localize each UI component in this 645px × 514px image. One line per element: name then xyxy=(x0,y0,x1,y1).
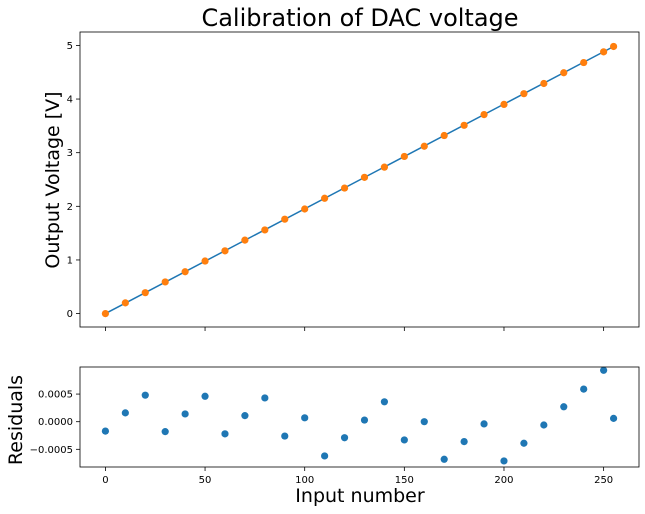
residuals-data-point xyxy=(460,437,468,446)
calibration-data-point xyxy=(500,100,508,109)
calibration-data-point xyxy=(440,131,448,140)
residuals-data-point xyxy=(301,414,309,422)
calibration-data-point xyxy=(301,205,309,213)
residuals-data-point xyxy=(560,403,568,411)
calibration-data-point xyxy=(420,142,428,150)
calibration-data-point xyxy=(101,309,110,318)
residuals-data-point xyxy=(440,455,448,463)
calibration-fit-line xyxy=(105,45,614,315)
calibration-data-point xyxy=(161,278,169,286)
residuals-x-tick-label: 250 xyxy=(594,475,613,486)
residuals-y-tick-label: 0.0005 xyxy=(38,390,73,401)
calibration-data-point xyxy=(580,58,588,67)
residuals-data-point xyxy=(181,410,189,418)
calibration-y-tick-label: 2 xyxy=(67,202,73,213)
residuals-axes-frame xyxy=(79,366,640,468)
residuals-x-tick-label: 200 xyxy=(494,475,513,486)
residuals-y-axis-label: Residuals xyxy=(5,375,27,465)
residuals-data-point xyxy=(380,398,389,406)
calibration-data-point xyxy=(600,48,608,56)
calibration-axes-frame xyxy=(79,31,640,328)
calibration-panel: Calibration of DAC voltage 0 1 2 3 4 5 Output… xyxy=(42,4,640,331)
residuals-data-point xyxy=(540,421,548,429)
calibration-data-point xyxy=(340,184,349,192)
residuals-data-point xyxy=(420,418,428,426)
calibration-data-point xyxy=(560,69,568,77)
residuals-data-point xyxy=(101,427,110,435)
residuals-data-point xyxy=(609,414,618,422)
residuals-data-point xyxy=(141,391,149,399)
residuals-y-ticks: −0.0005 0.0000 0.0005 xyxy=(30,390,80,456)
residuals-data-point xyxy=(360,416,369,424)
calibration-y-tick-label: 0 xyxy=(67,309,73,320)
calibration-y-ticks: 0 1 2 3 4 5 xyxy=(67,41,80,320)
residuals-data-point xyxy=(321,452,329,460)
residuals-data-point xyxy=(161,428,169,436)
residuals-data-point xyxy=(500,457,508,465)
residuals-data-point xyxy=(241,412,249,420)
calibration-data-point xyxy=(201,257,209,265)
residuals-y-tick-label: 0.0000 xyxy=(38,417,73,428)
residuals-data-point xyxy=(400,436,408,444)
chart-title: Calibration of DAC voltage xyxy=(201,4,518,32)
residuals-data-point xyxy=(201,392,209,400)
y-axis-label: Output Voltage [V] xyxy=(42,91,64,268)
residuals-data-point xyxy=(480,420,488,428)
calibration-data-point xyxy=(121,299,129,307)
calibration-y-tick-label: 3 xyxy=(67,148,73,159)
calibration-data-point xyxy=(380,163,389,171)
calibration-data-point xyxy=(321,194,329,202)
residuals-x-tick-label: 0 xyxy=(102,475,108,486)
residuals-data-point xyxy=(121,409,129,417)
calibration-data-point xyxy=(241,236,249,244)
residuals-data-point xyxy=(580,385,588,393)
calibration-data-point xyxy=(520,90,528,98)
calibration-data-point xyxy=(609,42,618,51)
residuals-x-tick-label: 100 xyxy=(295,475,314,486)
calibration-data-point xyxy=(540,79,548,88)
calibration-data-point xyxy=(460,121,468,129)
residuals-data-point xyxy=(261,394,269,402)
calibration-data-point xyxy=(400,152,408,161)
residuals-data-point xyxy=(340,434,349,442)
calibration-data-point xyxy=(261,226,269,234)
residuals-data-point xyxy=(520,439,528,447)
residual-marks xyxy=(101,366,618,465)
calibration-data-point xyxy=(141,289,149,297)
calibration-data-point xyxy=(480,111,488,119)
calibration-data-point xyxy=(281,215,289,223)
residuals-data-point xyxy=(600,366,608,374)
calibration-y-tick-label: 5 xyxy=(67,41,73,52)
calibration-x-ticks xyxy=(105,327,605,331)
residuals-data-point xyxy=(221,430,229,438)
x-axis-label: Input number xyxy=(295,485,425,507)
residuals-x-tick-label: 150 xyxy=(395,475,414,486)
calibration-y-tick-label: 1 xyxy=(67,255,73,266)
calibration-data-point xyxy=(181,268,189,276)
calibration-y-tick-label: 4 xyxy=(67,95,73,106)
residuals-x-ticks: 0 50 100 150 200 250 xyxy=(102,467,613,486)
residuals-y-tick-label: −0.0005 xyxy=(30,445,73,456)
calibration-marks xyxy=(101,42,618,318)
residuals-x-tick-label: 50 xyxy=(199,475,212,486)
residuals-panel: 0 50 100 150 200 250 −0.0005 0.0000 0.0005 Resi… xyxy=(5,366,640,507)
residuals-data-point xyxy=(281,432,289,440)
calibration-data-point xyxy=(360,173,369,181)
calibration-data-point xyxy=(221,247,229,255)
